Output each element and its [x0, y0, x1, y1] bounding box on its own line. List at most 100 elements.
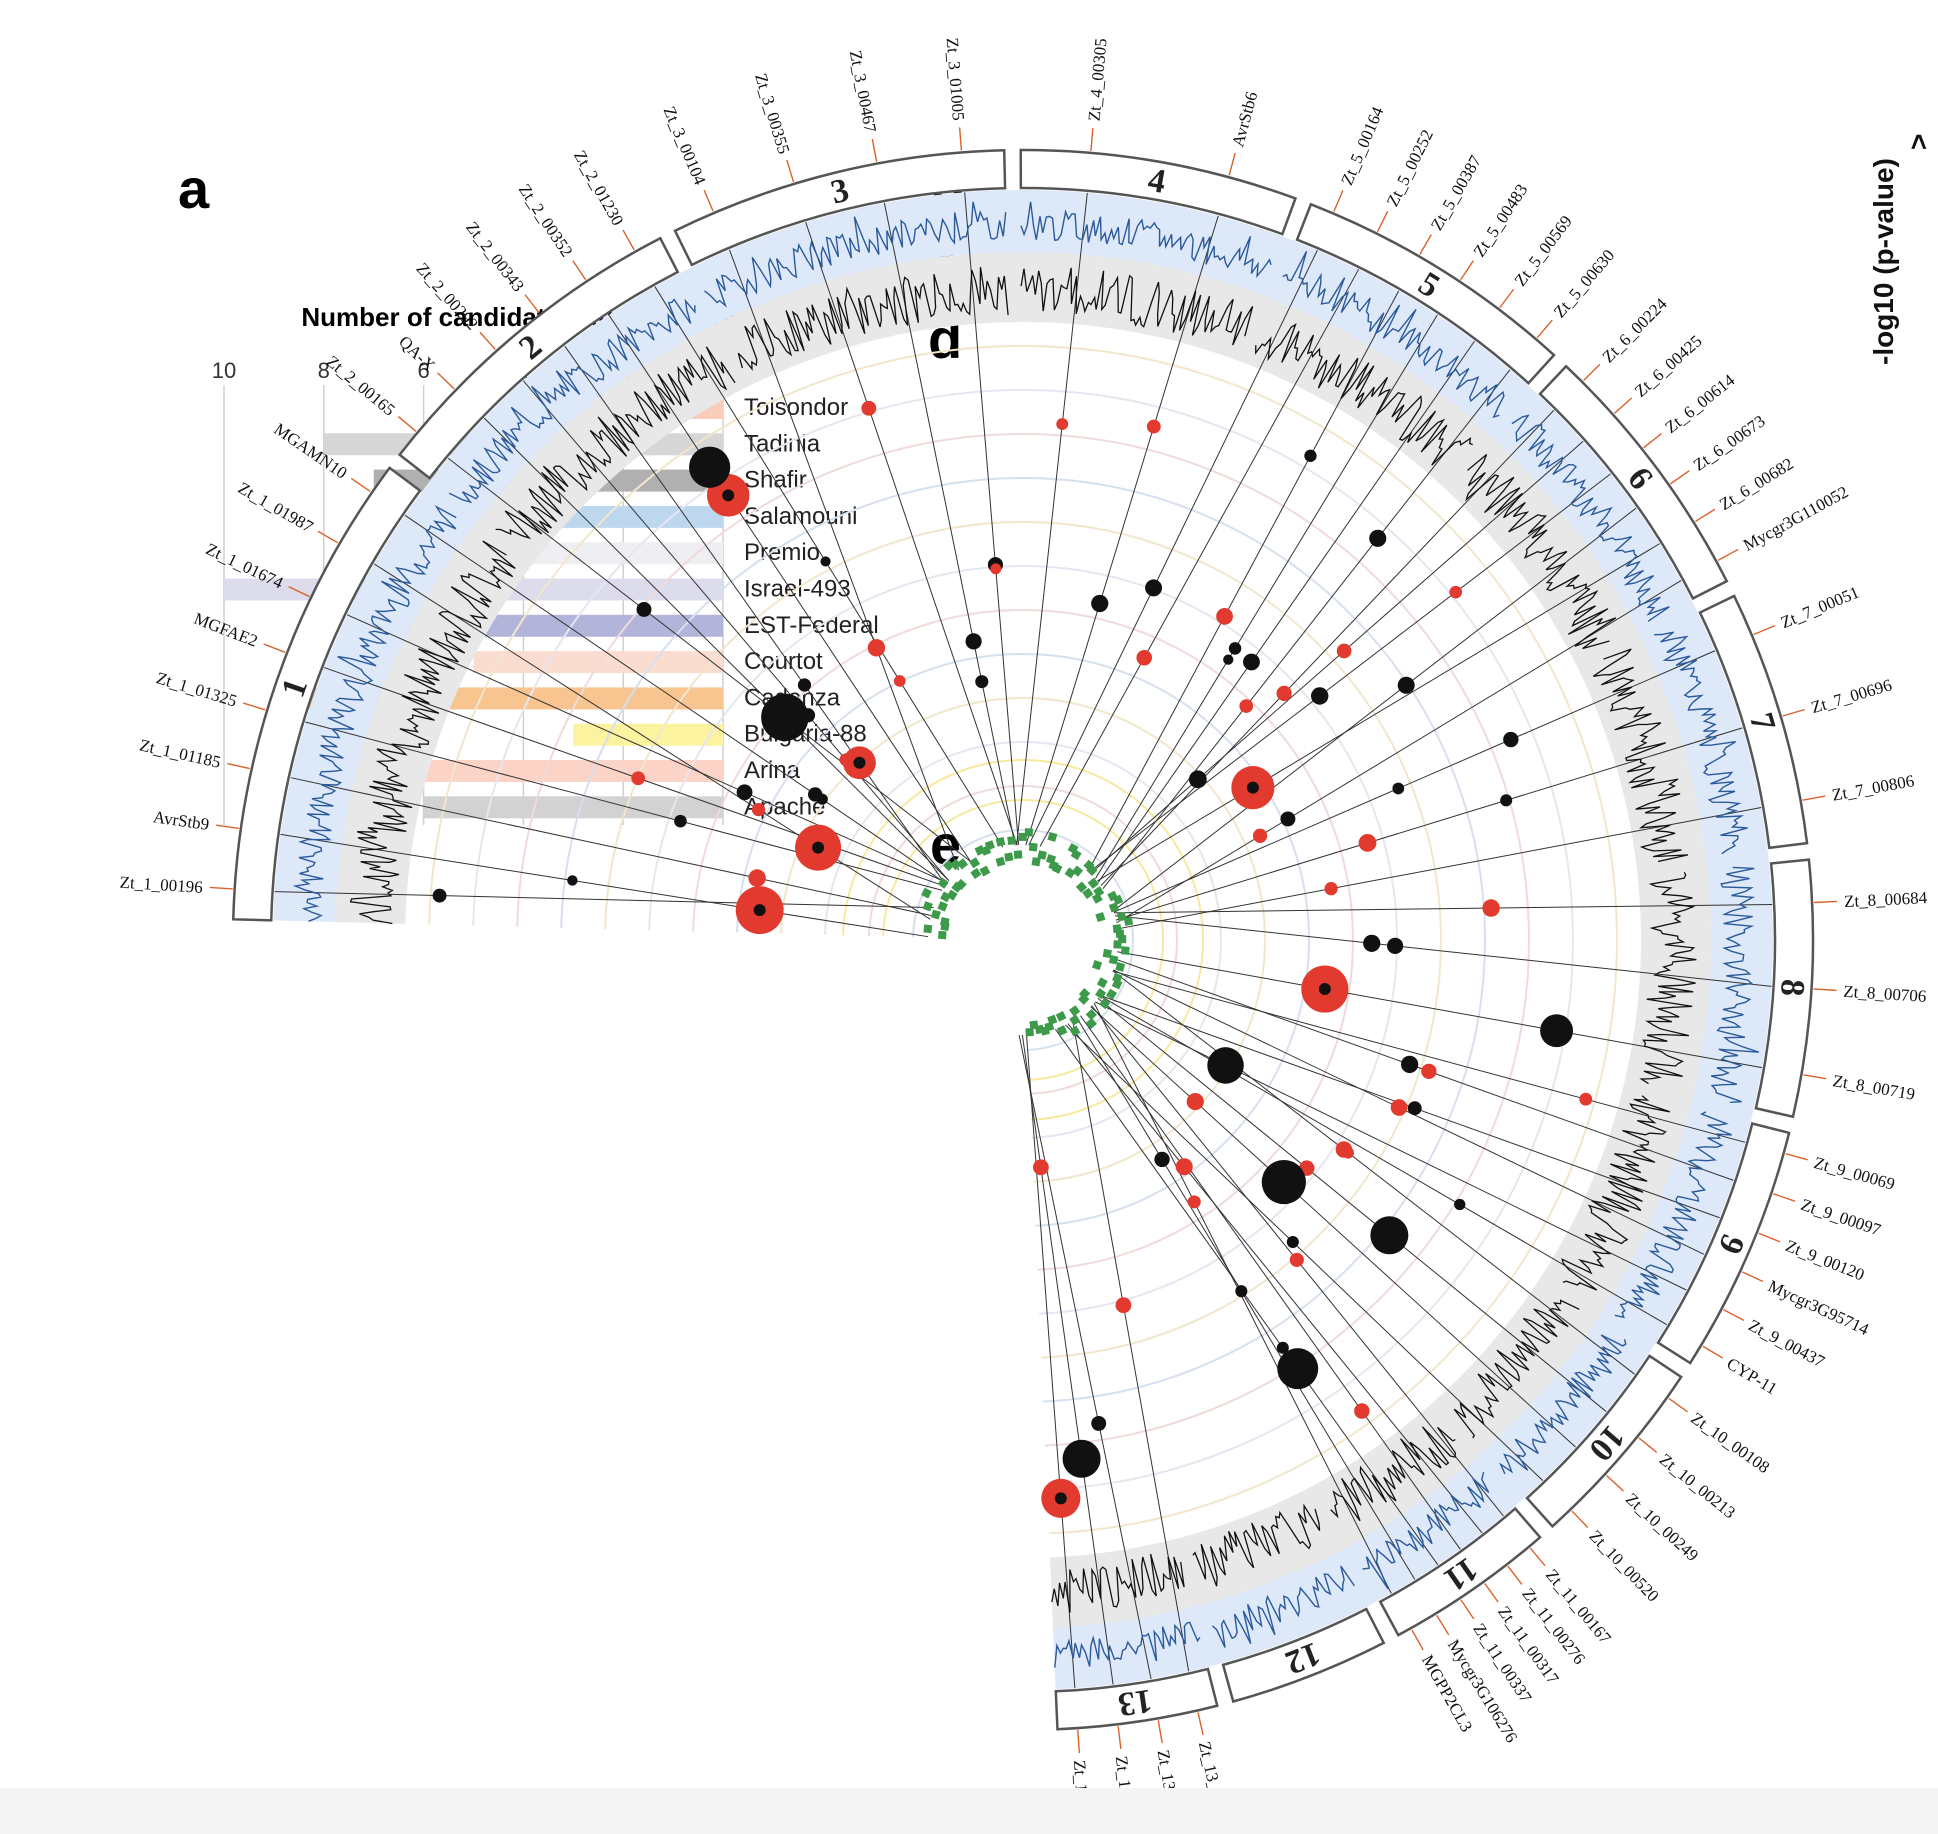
- red-dot: [748, 869, 766, 887]
- track-e-mark: [938, 930, 947, 940]
- track-c-line: [1282, 250, 1505, 418]
- track-e-mark: [1004, 852, 1014, 862]
- track-d-line: [349, 540, 516, 925]
- association-line: [373, 563, 931, 920]
- red-dot: [1336, 643, 1352, 659]
- gene-tick: [1499, 288, 1515, 309]
- track-d-line: [1051, 1553, 1185, 1613]
- track-e-mark: [937, 877, 949, 889]
- association-line: [1099, 995, 1668, 1326]
- bottom-strip: [0, 1788, 1938, 1834]
- association-line: [1065, 1024, 1544, 1482]
- chromosome-12: [1221, 1607, 1386, 1704]
- track-e-mark: [1025, 1027, 1034, 1037]
- circos-significance-dots: [432, 400, 1593, 1518]
- chromosome-label: 4: [1145, 162, 1168, 201]
- black-dot: [812, 841, 825, 854]
- association-line: [1080, 1015, 1461, 1550]
- association-line: [1113, 507, 1637, 912]
- track-e-mark: [1029, 1020, 1039, 1030]
- track-c-line: [704, 201, 1007, 308]
- gene-label: Zt_9_00069: [1812, 1153, 1897, 1194]
- association-line: [346, 614, 948, 884]
- gene-label: Zt_2_00165: [323, 352, 399, 420]
- association-line: [1090, 440, 1584, 874]
- gene-tick: [1813, 988, 1837, 992]
- track-e-mark: [1051, 863, 1063, 874]
- circos-track-c: [292, 201, 1760, 1668]
- track-c-line: [1362, 1472, 1490, 1590]
- gene-tick: [1803, 1074, 1827, 1080]
- black-dot: [1500, 794, 1513, 807]
- black-dot: [753, 904, 766, 917]
- black-dot: [1261, 1159, 1306, 1205]
- gene-tick: [1753, 625, 1776, 636]
- gene-tick: [1197, 1712, 1204, 1736]
- track-e-mark: [995, 856, 1006, 867]
- track-c-line: [1614, 1111, 1732, 1319]
- track-e-mark: [1082, 887, 1094, 900]
- association-line: [1026, 1034, 1076, 1689]
- red-dot: [1324, 882, 1338, 896]
- grid-ring: [736, 653, 1310, 1227]
- track-e-mark: [1113, 940, 1122, 949]
- track-e-mark: [1105, 988, 1117, 1000]
- track-e-mark: [970, 867, 982, 880]
- red-dot: [1342, 1147, 1354, 1159]
- black-dot: [1363, 934, 1381, 952]
- bar-bulgaria-88: [573, 723, 723, 746]
- gene-label: Zt_5_00387: [1427, 152, 1485, 234]
- track-e-mark: [930, 909, 941, 920]
- track-c-line: [1511, 414, 1670, 622]
- red-dot: [1482, 899, 1500, 917]
- gene-label: Zt_6_00682: [1716, 454, 1797, 514]
- gene-label: Zt_1_00196: [119, 873, 203, 897]
- track-d-line: [1192, 1503, 1321, 1587]
- track-e-mark: [984, 840, 995, 851]
- grid-ring: [824, 741, 1222, 1139]
- black-dot: [853, 756, 866, 769]
- gene-tick: [1419, 234, 1432, 255]
- black-dot: [1503, 731, 1519, 748]
- track-e-mark: [1096, 977, 1108, 989]
- track-e-mark: [1047, 831, 1058, 842]
- association-line: [1112, 970, 1746, 1143]
- gene-label: Zt_1_01185: [138, 735, 223, 771]
- red-dot: [1354, 1403, 1370, 1419]
- gene-tick: [1723, 1308, 1745, 1321]
- gene-tick: [317, 530, 339, 544]
- gene-tick: [1460, 1599, 1475, 1620]
- grid-ring: [604, 520, 1442, 1359]
- black-dot: [1318, 983, 1331, 996]
- gene-label: Zt_2_01230: [570, 147, 627, 229]
- red-dot: [1032, 1159, 1049, 1176]
- track-e-mark: [1056, 1025, 1068, 1036]
- black-dot: [1228, 642, 1242, 655]
- gene-label: CYP-11: [1724, 1354, 1781, 1399]
- black-dot: [736, 784, 753, 801]
- gene-tick: [1606, 1474, 1624, 1492]
- track-d-line: [1561, 1095, 1671, 1291]
- track-e-mark: [1031, 857, 1041, 867]
- black-dot: [1062, 1439, 1101, 1478]
- black-dot: [567, 875, 578, 886]
- track-e-mark: [1108, 902, 1120, 913]
- black-dot: [674, 814, 687, 828]
- track-e-mark: [995, 836, 1006, 847]
- category-label: Tadinia: [744, 430, 821, 457]
- red-dot: [1421, 1063, 1437, 1079]
- association-line: [608, 314, 971, 862]
- association-line: [1113, 650, 1716, 913]
- tick-label: 10: [212, 358, 236, 383]
- red-dot: [1146, 419, 1161, 434]
- red-dot: [1186, 1093, 1204, 1111]
- black-dot: [1207, 1047, 1244, 1084]
- gene-tick: [242, 702, 266, 711]
- gene-tick: [1773, 1193, 1796, 1202]
- gene-tick: [397, 416, 417, 432]
- gene-label: Zt_10_00108: [1687, 1409, 1773, 1478]
- association-line: [1087, 290, 1400, 872]
- red-dot: [1175, 1158, 1193, 1176]
- red-dot: [861, 400, 877, 416]
- gene-label: Zt_9_00097: [1798, 1195, 1883, 1240]
